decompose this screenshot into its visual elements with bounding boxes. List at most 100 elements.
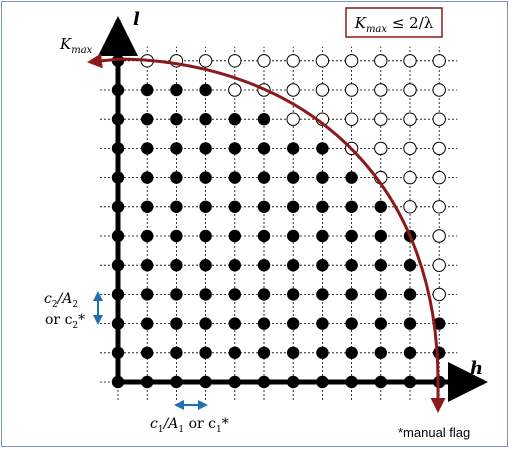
lattice-point-open [432,112,446,126]
lattice-point-open [286,54,300,68]
lattice-point-filled [170,142,183,155]
lattice-point-filled [170,83,183,97]
lattice-point-open [344,54,359,68]
lattice-point-filled [141,229,154,243]
lattice-point-open [432,141,446,156]
lattice-point-filled [287,288,300,301]
lattice-point-filled [374,288,387,301]
lattice-point-filled [199,259,212,272]
lattice-point-filled [199,83,212,97]
lattice-point-filled [141,200,154,213]
lattice-point-filled [287,259,300,272]
lattice-point-open [403,54,417,68]
lattice-point-filled [228,288,241,301]
y-spacing-label-alt: or c2* [45,312,85,331]
lattice-point-open [374,83,388,97]
lattice-point-open [403,170,417,185]
y-spacing-label: c2/A2 [44,291,78,310]
lattice-point-open [403,83,417,97]
lattice-point-open [315,83,330,97]
lattice-point-filled [316,171,329,184]
lattice-point-open [374,54,388,68]
lattice-point-filled [257,171,271,184]
lattice-point-filled [228,142,241,155]
lattice-point-open [374,112,388,126]
lattice-point-filled [199,229,212,243]
lattice-point-filled [257,317,271,330]
lattice-point-open [286,83,300,97]
lattice-point-filled [345,288,358,301]
lattice-point-filled [141,346,154,359]
y-axis-label: l [133,9,140,30]
lattice-point-filled [345,229,358,243]
lattice-point-open [315,54,330,68]
lattice-point-filled [345,346,358,359]
lattice-points [111,54,446,389]
lattice-point-filled [141,288,154,301]
lattice-point-filled [228,229,241,243]
lattice-point-filled [170,113,183,126]
lattice-point-filled [374,229,387,243]
lattice-point-open [432,83,446,97]
lattice-point-filled [403,346,417,359]
lattice-point-filled [345,317,358,330]
lattice-point-filled [345,259,358,272]
lattice-point-filled [374,317,387,330]
lattice-point-filled [170,229,183,243]
lattice-point-open [198,54,213,68]
lattice-point-filled [316,317,329,330]
kmax-label: Kmax [59,35,93,56]
lattice-point-filled [316,288,329,301]
lattice-point-filled [141,317,154,330]
lattice-point-filled [199,171,212,184]
lattice-point-filled [228,113,241,126]
lattice-point-filled [170,259,183,272]
lattice-point-filled [316,346,329,359]
lattice-point-filled [199,113,212,126]
lattice-point-filled [257,259,271,272]
lattice-point-filled [257,346,271,359]
lattice-point-filled [403,259,417,272]
lattice-point-filled [141,259,154,272]
lattice-point-filled [257,142,271,155]
lattice-point-filled [316,259,329,272]
condition-text: Kmax ≤ 2/λ [354,14,434,35]
lattice-point-filled [141,171,154,184]
footnote: *manual flag [398,425,470,440]
lattice-point-open [228,83,242,97]
lattice-point-filled [287,346,300,359]
lattice-point-filled [199,288,212,301]
lattice-point-filled [228,200,241,213]
lattice-point-filled [287,142,300,155]
lattice-point-open [432,200,446,214]
lattice-point-filled [374,346,387,359]
lattice-point-filled [170,317,183,330]
lattice-point-open [403,141,417,156]
lattice-point-open [344,112,359,126]
lattice-point-filled [141,142,154,155]
lattice-point-filled [287,200,300,213]
lattice-point-filled [287,229,300,243]
lattice-point-open [403,112,417,126]
lattice-point-filled [199,317,212,330]
lattice-point-filled [345,171,358,184]
lattice-point-filled [228,346,241,359]
x-spacing-label: c1/A1 or c1* [150,416,229,435]
lattice-point-open [432,170,446,185]
lattice-point-filled [257,288,271,301]
x-axis-label: h [470,358,483,379]
lattice-point-filled [199,142,212,155]
lattice-point-open [257,54,271,68]
lattice-point-filled [170,171,183,184]
lattice-point-filled [170,346,183,359]
condition-box [345,7,443,38]
lattice-point-filled [257,200,271,213]
lattice-point-filled [374,200,387,213]
lattice-point-filled [199,346,212,359]
lattice-point-filled [170,200,183,213]
lattice-point-open [286,112,300,126]
lattice-point-open [432,287,446,302]
lattice-point-filled [228,259,241,272]
